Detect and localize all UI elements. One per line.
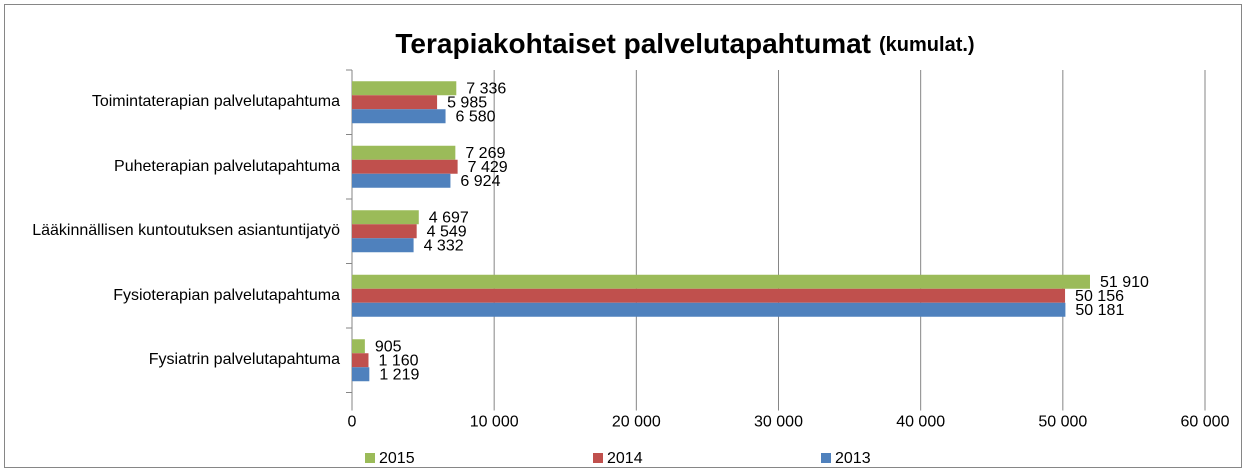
legend-swatch [365,453,375,463]
data-label: 5 985 [447,94,487,111]
chart-title: Terapiakohtaiset palvelutapahtumat (kumul… [395,28,974,59]
legend-label: 2014 [607,450,643,467]
data-label: 4 332 [424,237,464,254]
legend-swatch [821,453,831,463]
bar [352,274,1090,289]
data-label: 1 219 [379,366,419,383]
y-tick-label: Toimintaterapian palvelutapahtuma [91,93,340,110]
data-label: 50 181 [1075,302,1124,319]
data-label: 4 549 [427,223,467,240]
legend-label: 2015 [379,450,415,467]
x-tick-label: 40 000 [896,414,945,431]
category-label-box: Fysioterapian palvelutapahtuma [113,264,340,328]
title-suffix: (kumulat.) [879,34,975,56]
y-tick-label: Puheterapian palvelutapahtuma [114,157,340,175]
bar [352,95,438,110]
category-label-box: Lääkinnällisen kuntoutuksen asiantuntija… [32,199,340,263]
x-tick-label: 0 [348,414,357,431]
bar [352,81,457,96]
data-label: 7 336 [466,80,506,97]
bar [352,109,446,124]
bar [352,224,417,239]
data-label: 7 269 [465,145,505,162]
data-label: 4 697 [429,209,469,226]
category-label-box: Fysiatrin palvelutapahtuma [149,328,340,392]
title-main: Terapiakohtaiset palvelutapahtumat [395,28,871,59]
y-tick-label: Lääkinnällisen kuntoutuksen asiantuntija… [32,222,340,239]
y-tick-label: Fysioterapian palvelutapahtuma [113,286,340,304]
bar [352,145,456,160]
x-tick-label: 20 000 [612,414,661,431]
x-tick-label: 10 000 [470,414,519,431]
category-label-box: Toimintaterapian palvelutapahtuma [92,70,340,134]
bar [352,173,451,188]
data-label: 7 429 [468,159,508,176]
data-label: 905 [375,338,402,355]
bar [352,159,458,174]
chart-border [4,4,1242,468]
bar [352,339,365,354]
bar [352,288,1066,303]
category-label-box: Puheterapian palvelutapahtuma [114,135,340,199]
x-tick-label: 60 000 [1181,414,1230,431]
y-tick-label: Fysiatrin palvelutapahtuma [148,351,340,368]
bar [352,210,419,225]
legend-label: 2013 [835,450,871,467]
data-label: 50 156 [1075,288,1124,305]
data-label: 1 160 [378,352,418,369]
data-label: 6 580 [456,108,496,125]
bar [352,367,370,382]
bar [352,238,414,253]
bar [352,353,369,368]
data-label: 51 910 [1100,274,1149,291]
x-tick-label: 30 000 [754,414,803,431]
legend-swatch [593,453,603,463]
x-tick-label: 50 000 [1038,414,1087,431]
bar [352,302,1066,317]
data-label: 6 924 [460,173,500,190]
